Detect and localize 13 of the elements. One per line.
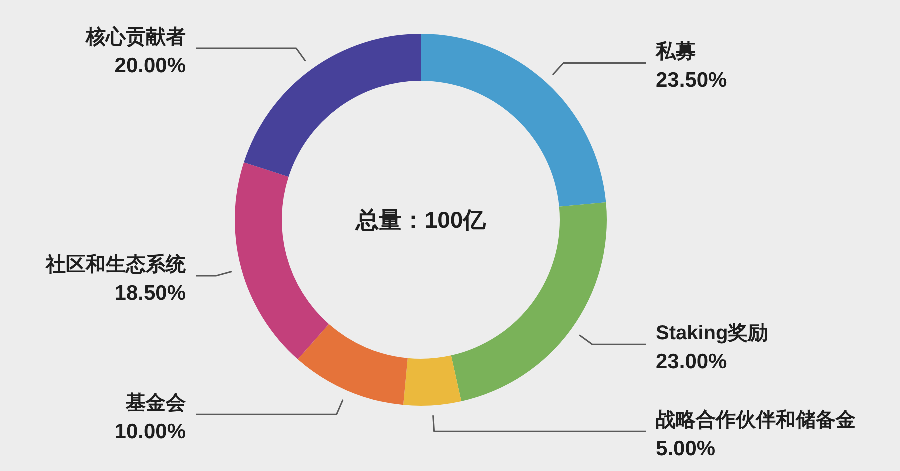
value-label: 20.00% [114,54,186,78]
value-label: 10.00% [114,420,186,444]
category-label: 私募 [656,41,696,64]
value-label: 18.50% [114,282,186,305]
category-label: 战略合作伙伴和储备金 [656,410,856,432]
value-label: 23.00% [656,350,728,374]
category-label: 核心贡献者 [86,26,186,48]
annotation: 总量：100亿 [356,207,486,233]
category-label: 社区和生态系统 [46,254,186,276]
value-label: 5.00% [656,438,716,461]
category-label: 基金会 [126,392,186,415]
value-label: 23.50% [656,69,728,92]
category-label: Staking奖励 [656,322,768,345]
